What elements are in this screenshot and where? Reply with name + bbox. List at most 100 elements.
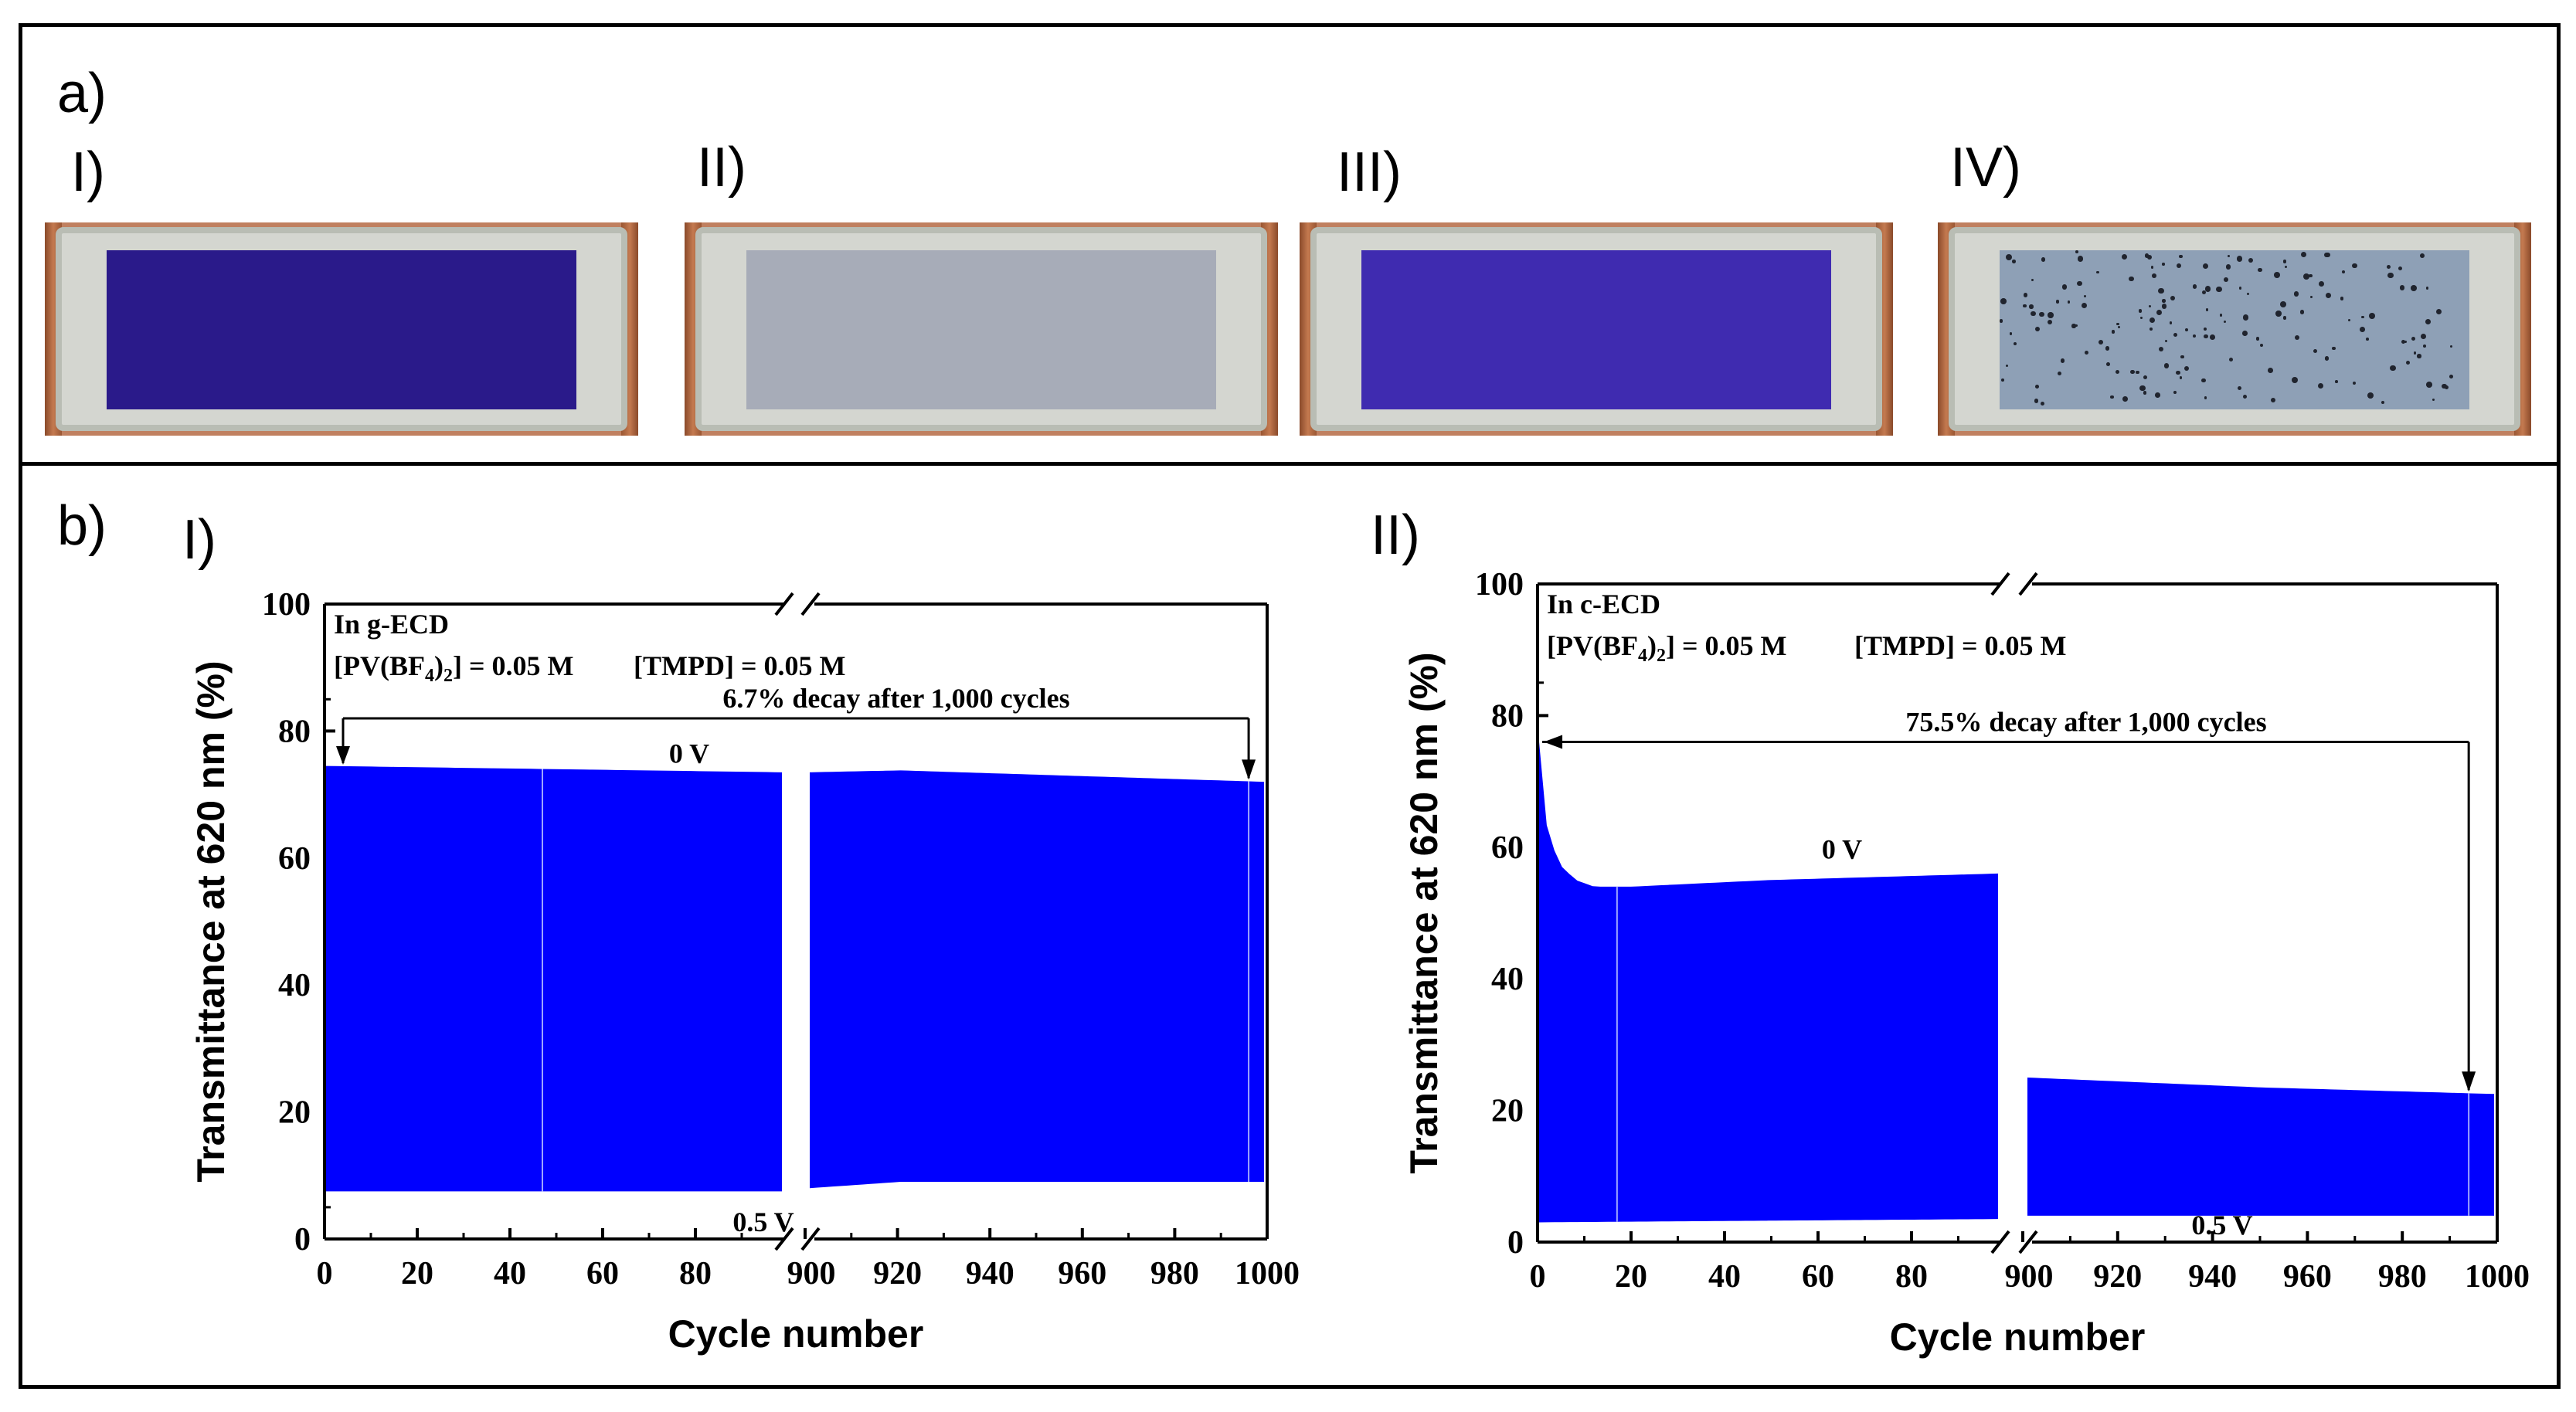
speckle (2039, 311, 2044, 317)
speckle (2445, 385, 2449, 390)
speckle (2242, 394, 2248, 399)
speckle (2057, 371, 2061, 376)
x-tick-label: 40 (1708, 1259, 1741, 1295)
speckle (2204, 395, 2207, 399)
y-tick-label: 100 (262, 587, 311, 623)
speckle (2273, 272, 2280, 279)
speckle (2041, 401, 2045, 406)
decay-annotation: 75.5% decay after 1,000 cycles (1905, 706, 2266, 737)
speckle (2227, 254, 2231, 258)
speckle (2237, 386, 2242, 391)
speckle (2075, 324, 2078, 328)
speckle (2031, 278, 2034, 282)
speckle (2155, 392, 2160, 398)
speckle (2173, 391, 2177, 395)
y-tick-label: 40 (1491, 962, 1524, 997)
speckle (2275, 311, 2282, 317)
speckle (2158, 288, 2164, 294)
speckle (2192, 334, 2196, 338)
speckle (2216, 286, 2222, 293)
panel-a-label: a) (57, 63, 107, 124)
speckle (2023, 304, 2027, 307)
x-tick-label: 920 (2093, 1259, 2142, 1295)
speckle (2340, 297, 2344, 300)
photo-3-label: III) (1337, 141, 1402, 203)
speckle (2151, 273, 2156, 279)
x-tick-label: 980 (2378, 1259, 2427, 1295)
speckle (2417, 354, 2421, 358)
speckle (2398, 266, 2403, 271)
speckle (2084, 351, 2088, 355)
colored-state-label: 0 V (1822, 834, 1862, 865)
speckle (2228, 357, 2233, 362)
speckle (2077, 256, 2083, 262)
speckle (2006, 253, 2013, 260)
x-tick-label: 60 (586, 1256, 619, 1292)
speckle (2082, 303, 2088, 309)
speckle (2332, 347, 2336, 351)
x-tick-label: 40 (494, 1256, 526, 1292)
y-tick-label: 0 (294, 1222, 311, 1258)
x-tick-label: 900 (2005, 1259, 2054, 1295)
speckle (2005, 364, 2009, 368)
speckle (2268, 368, 2274, 374)
speckle (2009, 332, 2012, 335)
speckle (2012, 259, 2017, 263)
speckle (2034, 385, 2039, 389)
speckle (2150, 266, 2154, 269)
x-tick-label: 940 (2188, 1259, 2237, 1295)
speckle (2411, 337, 2415, 341)
device-label: In g-ECD (334, 609, 449, 640)
speckle (2248, 258, 2254, 263)
speckle (2242, 314, 2249, 321)
speckle (2034, 326, 2040, 331)
device-photo-2 (685, 222, 1278, 436)
y-tick-label: 40 (278, 968, 311, 1003)
speckle (2387, 264, 2391, 269)
speckle (2325, 292, 2331, 298)
speckle (2219, 314, 2223, 317)
speckle (2425, 287, 2429, 290)
x-tick-label: 940 (966, 1256, 1014, 1292)
speckle (2149, 327, 2153, 331)
speckle (2323, 252, 2330, 258)
speckle (2055, 300, 2059, 304)
speckle (2169, 321, 2173, 324)
speckle (2105, 346, 2110, 351)
speckle (2143, 391, 2146, 395)
device-label: In c-ECD (1547, 589, 1660, 619)
speckle (2309, 274, 2313, 278)
device-photo-3 (1300, 222, 1893, 436)
speckle (2300, 251, 2307, 257)
x-tick-label: 0 (317, 1256, 333, 1292)
axis-break-mark (1990, 572, 2038, 596)
speckle (2225, 264, 2231, 270)
speckle (2034, 399, 2039, 403)
transmittance-band-left (1539, 742, 1998, 1223)
speckle (2099, 339, 2104, 345)
tmpd-concentration-label: [TMPD] = 0.05 M (1854, 630, 2066, 661)
speckle (2130, 369, 2135, 374)
speckle (2110, 395, 2114, 399)
speckle (2165, 339, 2168, 342)
speckle (2347, 319, 2350, 322)
speckle (2143, 375, 2148, 379)
device-photo-4-film (2000, 250, 2469, 409)
transmittance-band-left (326, 765, 782, 1192)
speckle (2146, 254, 2153, 260)
speckle (2390, 365, 2397, 372)
speckle (2270, 397, 2276, 403)
x-tick-label: 920 (873, 1256, 922, 1292)
speckle (2236, 255, 2243, 262)
speckle (2111, 330, 2116, 334)
speckle (2106, 361, 2110, 366)
speckle (2139, 316, 2143, 319)
speckle (2285, 265, 2288, 268)
speckle (2324, 356, 2330, 361)
speckle (2423, 345, 2427, 348)
bleached-state-label: 0.5 V (732, 1207, 794, 1237)
speckle (2077, 280, 2082, 286)
